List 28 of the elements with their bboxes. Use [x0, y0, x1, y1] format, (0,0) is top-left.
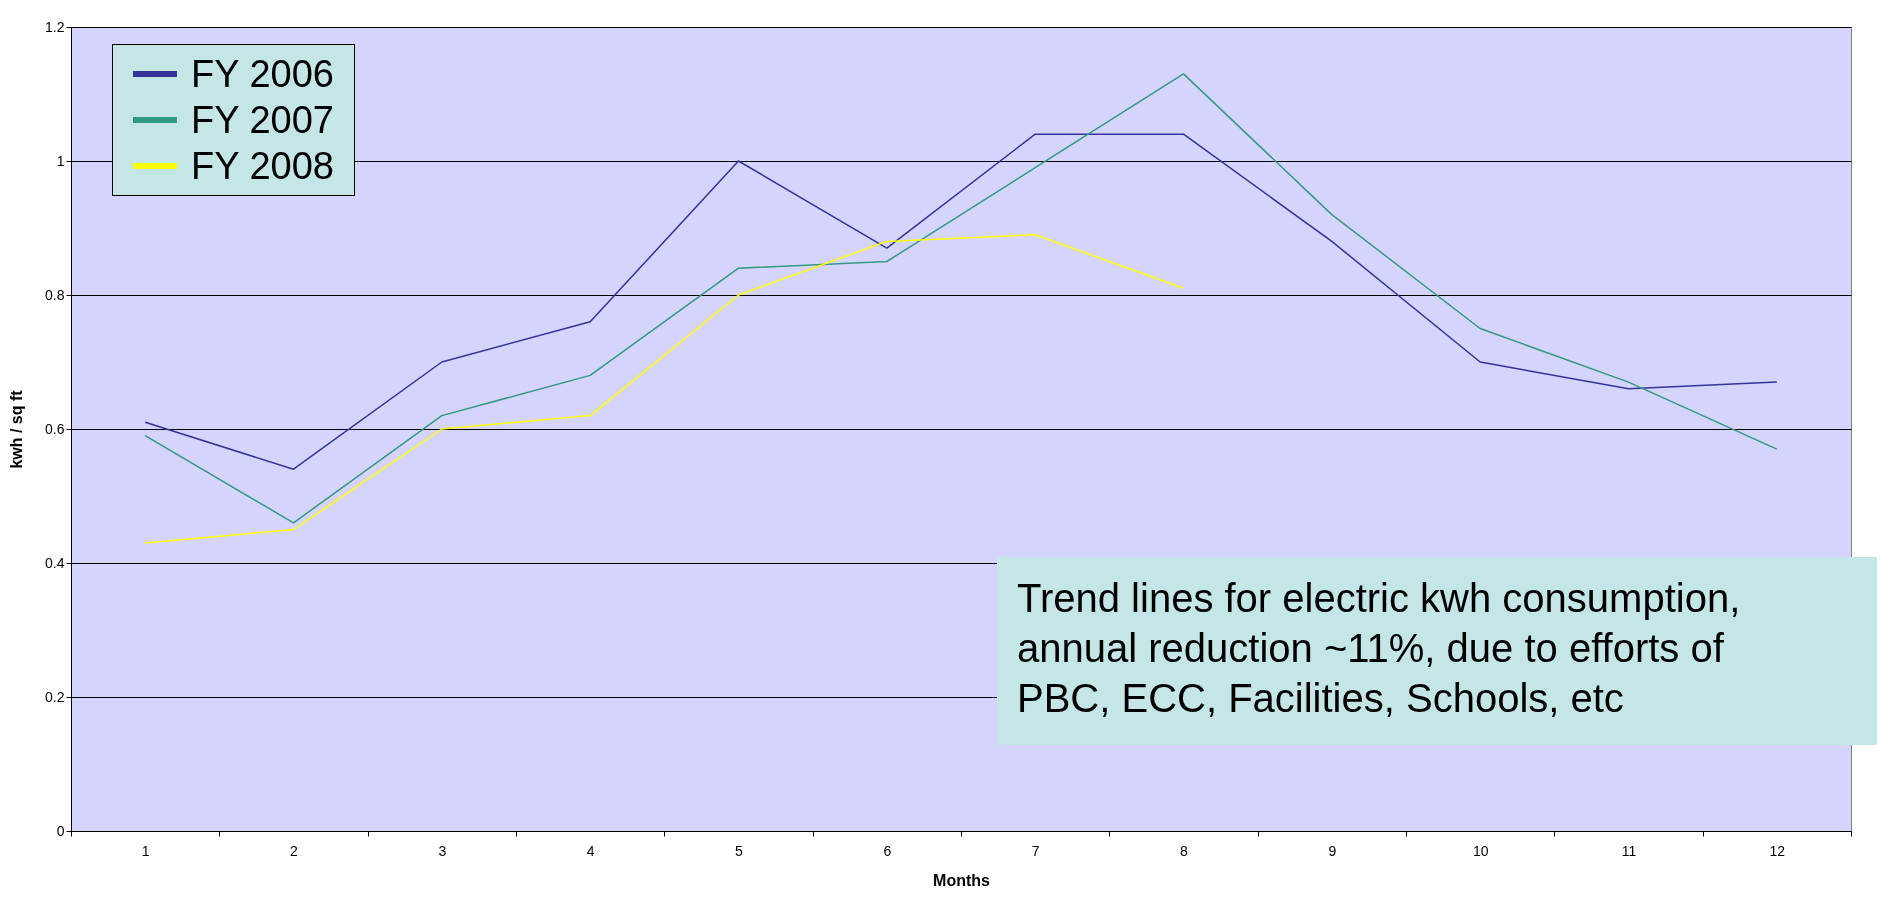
legend-label: FY 2006: [191, 52, 334, 97]
y-axis-title: kwh / sq ft: [8, 389, 26, 469]
x-tick-label: 4: [586, 842, 595, 859]
y-tick-label: 0.8: [45, 286, 65, 303]
x-tick-label: 7: [1031, 842, 1040, 859]
note-box: Trend lines for electric kwh consumption, annual reduction ~11%, due to efforts of PBC, ECC, Facilities, Schools, etc: [997, 557, 1877, 745]
y-tick-label: 1: [56, 152, 65, 169]
annotation: Trend lines for electric kwh consumption, annual reduction ~11%, due to efforts of PBC, ECC, Facilities, Schools, etc: [1017, 575, 1742, 722]
x-tick-label: 10: [1472, 842, 1489, 859]
y-tick-label: 0.4: [45, 554, 65, 571]
line-series: [144, 233, 1185, 544]
y-tick-label: 0: [56, 822, 65, 839]
x-tick-label: 5: [735, 842, 744, 859]
x-tick-label: 12: [1769, 842, 1786, 859]
x-axis-title: Months: [933, 871, 991, 889]
y-tick-label: 0.2: [45, 688, 65, 705]
x-tick-label: 6: [883, 842, 892, 859]
x-tick-label: 11: [1621, 842, 1637, 859]
y-tick-label: 1.2: [45, 18, 65, 35]
legend-label: FY 2008: [191, 144, 334, 189]
x-tick-label: 8: [1180, 842, 1189, 859]
x-tick-label: 2: [290, 842, 299, 859]
x-tick-label: 1: [141, 842, 150, 859]
x-tick-label: 9: [1328, 842, 1337, 859]
x-tick-label: 3: [438, 842, 447, 859]
line-series: [144, 133, 1778, 470]
y-tick-label: 0.6: [45, 420, 65, 437]
legend-label: FY 2007: [191, 98, 334, 143]
